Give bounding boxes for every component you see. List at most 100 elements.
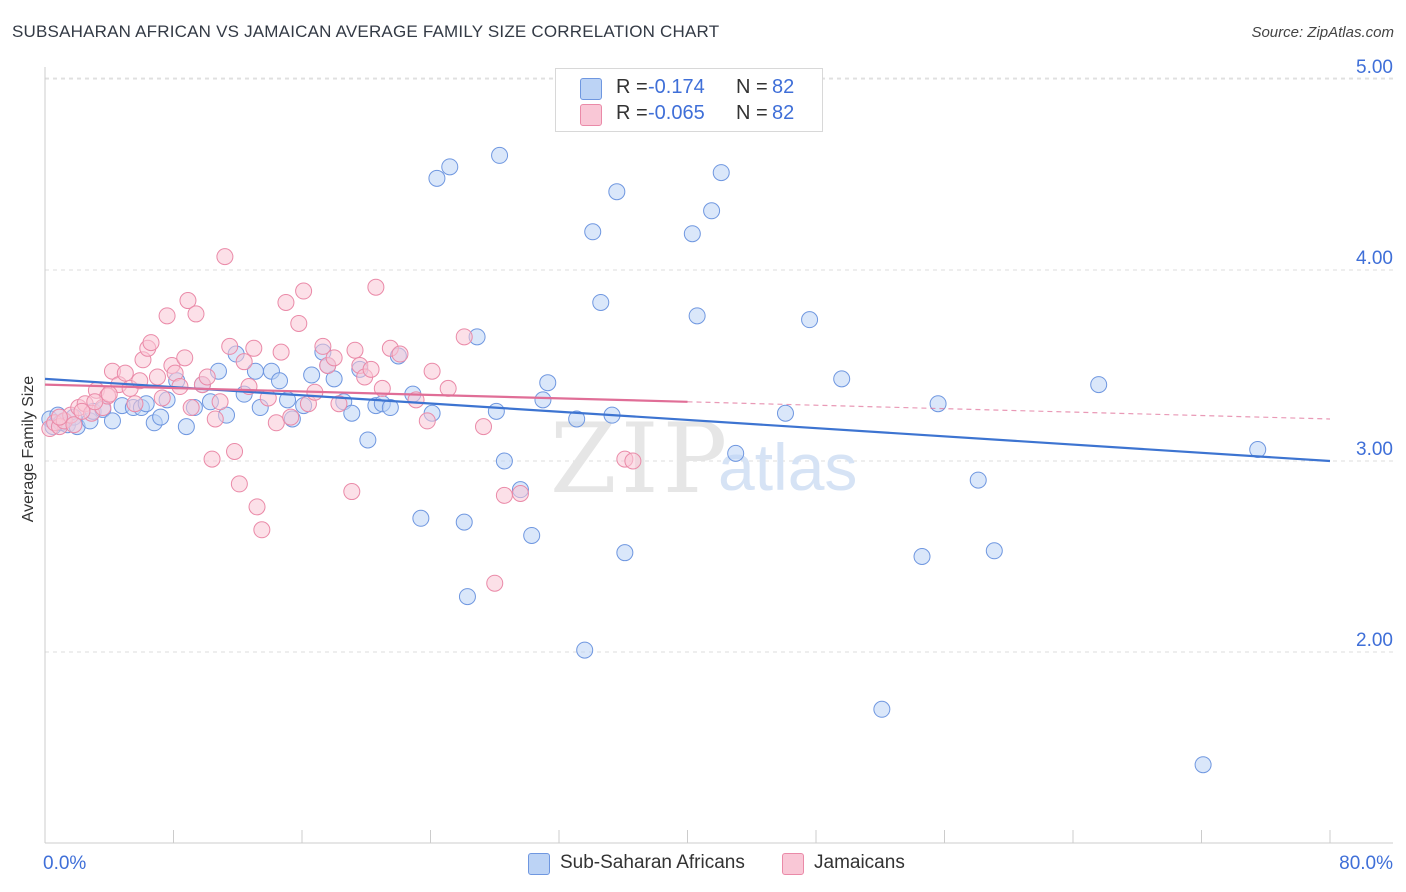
data-point (495, 486, 513, 504)
data-point (65, 416, 83, 434)
data-point (103, 412, 121, 430)
data-point (282, 408, 300, 426)
legend-swatch-subsaharan (528, 853, 550, 875)
data-point (873, 700, 891, 718)
r-value: -0.174 (648, 76, 705, 98)
data-point (211, 393, 229, 411)
data-point (475, 418, 493, 436)
data-point (486, 574, 504, 592)
data-point (576, 641, 594, 659)
data-point (245, 339, 263, 357)
trend-line (44, 383, 688, 403)
n-label: N = (736, 76, 768, 98)
data-point (314, 337, 332, 355)
data-point (776, 404, 794, 422)
data-point (439, 379, 457, 397)
y-tick-label: 2.00 (1356, 630, 1393, 651)
source-credit: Source: ZipAtlas.com (1251, 24, 1394, 41)
data-point (303, 366, 321, 384)
data-point (584, 223, 602, 241)
data-point (187, 305, 205, 323)
data-point (381, 399, 399, 417)
data-point (50, 408, 68, 426)
stats-swatch-jamaican (580, 104, 602, 126)
data-point (534, 391, 552, 409)
data-point (216, 248, 234, 266)
watermark-atlas: atlas (718, 430, 857, 504)
data-point (295, 282, 313, 300)
y-tick-label: 4.00 (1356, 248, 1393, 269)
data-point (221, 337, 239, 355)
r-label: R = (616, 102, 648, 124)
data-point (568, 410, 586, 428)
data-point (712, 164, 730, 182)
data-point (126, 395, 144, 413)
data-point (290, 314, 308, 332)
data-point (177, 418, 195, 436)
data-point (116, 364, 134, 382)
data-point (455, 513, 473, 531)
data-point (272, 343, 290, 361)
data-point (73, 402, 91, 420)
y-tick-label: 3.00 (1356, 439, 1393, 460)
data-point (148, 368, 166, 386)
data-point (727, 444, 745, 462)
data-point (985, 542, 1003, 560)
data-point (198, 368, 216, 386)
data-point (86, 393, 104, 411)
data-point (359, 431, 377, 449)
data-point (539, 374, 557, 392)
data-point (458, 588, 476, 606)
data-point (142, 334, 160, 352)
data-point (1194, 756, 1212, 774)
data-point (491, 146, 509, 164)
data-point (487, 402, 505, 420)
data-point (523, 526, 541, 544)
trend-layer (44, 377, 1331, 463)
data-point (511, 484, 529, 502)
data-point (226, 442, 244, 460)
data-point (1249, 441, 1267, 459)
data-point (367, 278, 385, 296)
data-point (608, 183, 626, 201)
axes: 2.00 3.00 4.00 5.00 0.0% 80.0% (43, 57, 1393, 874)
data-point (330, 395, 348, 413)
data-point (412, 509, 430, 527)
data-point (158, 307, 176, 325)
data-point (153, 389, 171, 407)
stats-swatch-subsaharan (580, 78, 602, 100)
data-point (230, 475, 248, 493)
data-point (969, 471, 987, 489)
data-point (346, 341, 364, 359)
data-point (455, 328, 473, 346)
data-point (277, 293, 295, 311)
r-label: R = (616, 76, 648, 98)
legend-label: Jamaicans (814, 852, 905, 873)
data-point (362, 360, 380, 378)
x-tick-label: 80.0% (1339, 853, 1393, 874)
data-point (271, 372, 289, 390)
data-point (179, 292, 197, 310)
series-layer (41, 146, 1267, 774)
data-point (267, 414, 285, 432)
data-point (182, 399, 200, 417)
data-point (152, 408, 170, 426)
watermark: ZIP atlas (550, 403, 857, 515)
stats-box: R = -0.174 N = 82 R = -0.065 N = 82 (555, 68, 823, 132)
data-point (624, 452, 642, 470)
data-point (325, 349, 343, 367)
y-tick-label: 5.00 (1356, 57, 1393, 78)
data-point (423, 362, 441, 380)
legend-label: Sub-Saharan Africans (560, 852, 745, 873)
data-point (391, 345, 409, 363)
data-point (343, 483, 361, 501)
data-point (428, 169, 446, 187)
trend-line (44, 377, 1331, 463)
data-point (441, 158, 459, 176)
data-point (1090, 376, 1108, 394)
data-point (100, 385, 118, 403)
trend-line-extension (687, 401, 1331, 420)
data-point (343, 404, 361, 422)
data-point (913, 548, 931, 565)
